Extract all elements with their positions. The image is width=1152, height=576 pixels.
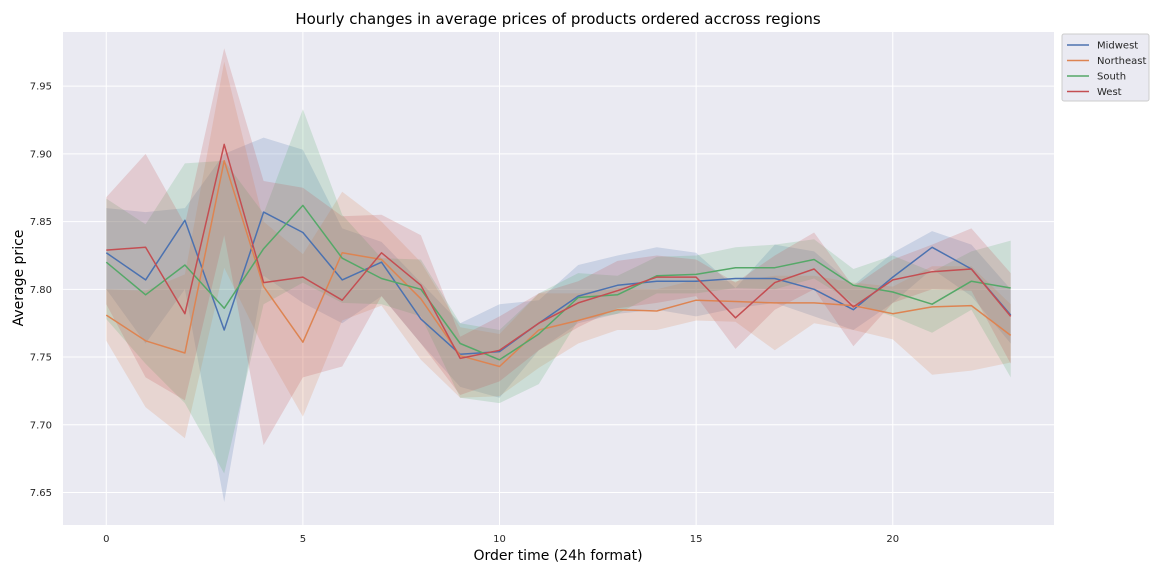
x-axis-label: Order time (24h format) <box>473 548 642 564</box>
band-west <box>106 48 1011 446</box>
y-tick-label: 7.90 <box>30 149 52 160</box>
x-tick-label: 0 <box>103 534 109 545</box>
legend: Midwest Northeast South West <box>1061 33 1150 102</box>
grid-lines <box>63 32 1054 525</box>
x-tick-label: 5 <box>300 534 306 545</box>
series-line-northeast <box>105 159 1012 368</box>
legend-label-midwest: Midwest <box>1097 41 1138 52</box>
legend-box <box>1061 33 1150 102</box>
x-tick-label: 10 <box>493 534 506 545</box>
y-axis-label: Average price <box>11 230 27 327</box>
y-axis-ticks: 7.65 7.70 7.75 7.80 7.85 7.90 7.95 <box>30 82 52 499</box>
y-tick-label: 7.65 <box>30 488 52 499</box>
series-line-west <box>106 143 1012 360</box>
series-line-midwest <box>105 211 1012 356</box>
legend-label-south: South <box>1097 72 1126 83</box>
band-northeast <box>106 61 1011 439</box>
legend-label-west: West <box>1097 87 1122 98</box>
y-tick-label: 7.70 <box>30 420 52 431</box>
y-tick-label: 7.80 <box>30 285 52 296</box>
confidence-bands <box>106 48 1011 502</box>
chart-title: Hourly changes in average prices of prod… <box>295 10 820 28</box>
legend-label-northeast: Northeast <box>1097 56 1146 67</box>
x-tick-label: 15 <box>690 534 703 545</box>
band-midwest <box>106 137 1011 502</box>
x-axis-ticks: 0 5 10 15 20 <box>103 534 899 545</box>
y-tick-label: 7.85 <box>30 217 52 228</box>
band-south <box>106 109 1011 474</box>
plot-background <box>63 32 1054 525</box>
x-tick-label: 20 <box>886 534 899 545</box>
y-tick-label: 7.75 <box>30 353 52 364</box>
y-tick-label: 7.95 <box>30 82 52 93</box>
series-lines <box>105 143 1012 368</box>
